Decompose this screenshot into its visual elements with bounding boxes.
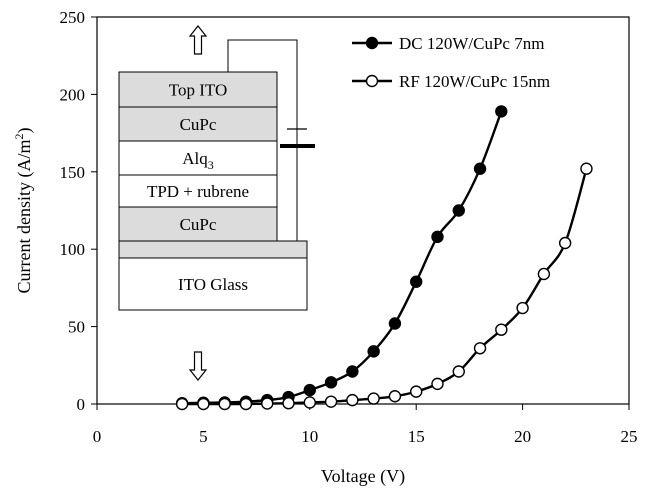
- inset-layer-box: [118, 206, 278, 242]
- inset-layer-label: Alq3: [182, 149, 214, 172]
- legend: DC 120W/CuPc 7nm RF 120W/CuPc 15nm: [352, 34, 550, 91]
- legend-entry: DC 120W/CuPc 7nm: [352, 34, 544, 53]
- inset-layer: CuPc: [118, 106, 278, 142]
- inset-layer-label: Top ITO: [169, 81, 227, 100]
- inset-layer-box: [118, 240, 308, 259]
- down-arrow-icon: [188, 351, 208, 381]
- data-point: [431, 230, 444, 244]
- y-tick-label: 250: [60, 8, 86, 27]
- y-tick-label: 50: [68, 318, 85, 337]
- legend-marker: [365, 74, 379, 88]
- inset-layer: CuPc: [118, 206, 278, 242]
- plot-area: [175, 105, 593, 411]
- inset-layer-box: [118, 71, 278, 108]
- data-point: [473, 162, 487, 175]
- legend-label: DC 120W/CuPc 7nm: [399, 34, 544, 53]
- legend-entry: RF 120W/CuPc 15nm: [352, 72, 550, 91]
- legend-marker: [365, 36, 379, 50]
- data-point: [218, 397, 231, 411]
- data-point: [410, 275, 423, 288]
- data-point: [495, 105, 508, 118]
- inset-layer-box: [118, 174, 278, 208]
- data-point: [346, 365, 359, 378]
- inset-layer-box: [118, 257, 308, 311]
- data-point: [431, 377, 444, 391]
- data-point: [261, 397, 274, 410]
- x-tick-label: 15: [408, 427, 425, 446]
- x-tick-label: 10: [301, 427, 318, 446]
- inset-layer-label: TPD + rubrene: [147, 182, 249, 201]
- inset-layer-label: ITO Glass: [178, 275, 248, 294]
- data-point: [324, 376, 338, 389]
- series-rf-120w: [175, 162, 593, 411]
- y-tick-label: 0: [77, 395, 86, 414]
- inset-wire: [227, 39, 298, 241]
- x-tick-label: 0: [93, 427, 102, 446]
- x-axis-title: Voltage (V): [321, 466, 405, 487]
- data-point: [516, 301, 529, 315]
- data-point: [303, 383, 316, 397]
- x-tick-label: 5: [199, 427, 208, 446]
- data-point: [175, 397, 189, 411]
- data-point: [324, 395, 338, 408]
- data-point: [452, 365, 465, 378]
- data-point: [346, 393, 359, 407]
- inset-layer-label: CuPc: [180, 215, 217, 234]
- y-tick-label: 150: [60, 163, 86, 182]
- x-tick-label: 20: [514, 427, 531, 446]
- inset-layer-label: CuPc: [180, 115, 217, 134]
- data-point: [282, 397, 295, 410]
- data-point: [473, 342, 487, 355]
- data-point: [495, 323, 508, 336]
- y-axis-title-group: Current density (A/m2): [12, 128, 35, 294]
- data-point: [537, 267, 551, 281]
- data-point: [558, 236, 572, 250]
- x-tick-label: 25: [621, 427, 638, 446]
- data-point: [239, 397, 253, 411]
- legend-label: RF 120W/CuPc 15nm: [399, 72, 550, 91]
- data-point: [388, 390, 402, 403]
- data-point: [410, 385, 423, 398]
- y-tick-label: 100: [60, 240, 86, 259]
- device-structure-inset: Top ITO CuPc Alq3 TPD + rubrene CuPc ITO Glas…: [118, 25, 315, 381]
- series-line: [182, 111, 503, 405]
- data-point: [367, 392, 380, 405]
- data-point: [197, 397, 210, 411]
- plot-frame: [96, 16, 630, 405]
- inset-layer: ITO Glass: [118, 257, 308, 311]
- data-point: [367, 345, 380, 358]
- up-arrow-icon: [188, 25, 208, 55]
- y-tick-label: 200: [60, 85, 86, 104]
- y-axis-title: Current density (A/m2): [12, 128, 35, 294]
- inset-layer: [118, 240, 308, 259]
- data-point: [452, 204, 465, 217]
- data-point: [580, 162, 593, 175]
- inset-layer: Alq3: [118, 140, 278, 176]
- inset-layer-box: [118, 106, 278, 142]
- data-point: [388, 317, 402, 330]
- inset-layer: TPD + rubrene: [118, 174, 278, 208]
- data-point: [303, 396, 316, 409]
- inset-layer-box: [118, 140, 278, 176]
- inset-layer: Top ITO: [118, 71, 278, 108]
